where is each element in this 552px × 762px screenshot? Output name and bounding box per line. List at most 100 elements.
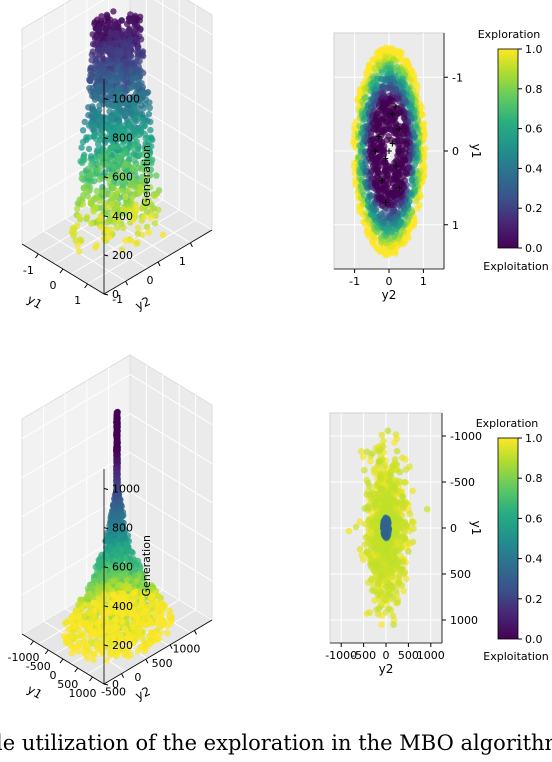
- data-point: [132, 134, 139, 141]
- data-point: [134, 230, 141, 237]
- data-point: [120, 163, 128, 170]
- gridline: [87, 219, 196, 285]
- scatter-points: [60, 408, 175, 664]
- data-point: [111, 495, 118, 502]
- data-point: [380, 159, 387, 166]
- data-point: [390, 208, 397, 215]
- data-point: [109, 78, 116, 85]
- y-tick: [157, 261, 161, 267]
- data-point: [370, 126, 377, 133]
- data-point: [87, 220, 95, 227]
- data-point: [103, 11, 111, 18]
- x-tick: [84, 283, 88, 289]
- data-point: [92, 194, 100, 201]
- data-point: [397, 48, 405, 56]
- data-point: [141, 196, 149, 203]
- data-point: [376, 212, 384, 219]
- data-point: [103, 219, 111, 226]
- data-point: [122, 193, 129, 201]
- y-axis-label: y1: [469, 144, 483, 159]
- x-tick-label: -500: [26, 660, 51, 673]
- z-tick-label: 400: [112, 600, 133, 613]
- data-point: [127, 181, 134, 188]
- x-tick-label: 1000: [69, 687, 97, 700]
- data-point: [391, 168, 398, 175]
- data-point: [126, 18, 133, 25]
- data-point: [85, 122, 93, 129]
- data-point: [131, 157, 138, 164]
- data-point: [81, 118, 89, 126]
- data-point: [88, 51, 96, 58]
- gridline-z: [21, 530, 213, 596]
- data-point: [147, 126, 154, 134]
- data-point: [384, 84, 392, 91]
- data-point: [102, 153, 110, 161]
- data-point: [119, 187, 126, 195]
- data-point: [359, 556, 367, 563]
- data-point: [380, 103, 387, 111]
- data-point: [85, 609, 93, 617]
- data-point: [399, 164, 407, 172]
- z-tick-label: 0: [112, 288, 119, 301]
- y-tick-label: -500: [101, 686, 126, 699]
- data-point: [134, 648, 142, 655]
- data-point: [84, 172, 92, 179]
- data-point: [96, 153, 104, 160]
- data-point: [115, 134, 123, 142]
- z-axis-label: Generation: [140, 535, 153, 596]
- data-point: [96, 215, 104, 222]
- data-point: [131, 28, 138, 36]
- data-point: [81, 649, 88, 656]
- marker-point: +: [389, 140, 397, 150]
- z-tick: [103, 215, 109, 218]
- data-point: [389, 190, 397, 198]
- data-point: [91, 20, 98, 28]
- data-point: [103, 227, 111, 234]
- data-point: [76, 196, 83, 203]
- data-point: [114, 188, 121, 195]
- data-point: [131, 22, 139, 29]
- data-point: [110, 163, 117, 170]
- data-point: [116, 160, 123, 168]
- data-point: [75, 248, 83, 255]
- marker-point: +: [396, 125, 404, 135]
- data-point: [74, 205, 81, 212]
- data-point: [136, 151, 143, 158]
- data-point: [85, 111, 92, 119]
- y-tick-label: 0: [452, 145, 459, 158]
- data-point: [361, 115, 368, 123]
- data-point: [139, 117, 146, 124]
- marker-point: +: [392, 103, 400, 113]
- z-tick-label: 600: [112, 561, 133, 574]
- data-point: [127, 84, 134, 92]
- data-point: [90, 599, 97, 606]
- data-point: [106, 108, 113, 115]
- y-axis-label: y2: [133, 684, 152, 703]
- x-tick: [89, 676, 93, 682]
- data-point: [108, 200, 115, 207]
- data-point: [133, 48, 141, 55]
- data-point: [103, 657, 110, 664]
- x-tick-label: 1: [74, 294, 81, 307]
- data-point: [141, 122, 148, 130]
- data-point: [90, 208, 97, 215]
- data-point: [345, 527, 353, 535]
- data-point: [75, 601, 82, 608]
- data-point: [88, 57, 95, 64]
- data-point: [89, 40, 97, 48]
- data-point: [402, 126, 409, 134]
- y-tick: [145, 658, 149, 664]
- data-point: [409, 487, 417, 495]
- data-point: [84, 585, 92, 592]
- data-point: [368, 192, 375, 199]
- data-point: [146, 633, 153, 640]
- data-point: [77, 236, 84, 243]
- z-tick-label: 800: [112, 522, 133, 535]
- data-point: [396, 160, 403, 167]
- data-point: [114, 174, 121, 181]
- data-point: [118, 17, 125, 24]
- data-point: [113, 452, 120, 459]
- data-point: [141, 213, 148, 220]
- data-point: [385, 98, 393, 105]
